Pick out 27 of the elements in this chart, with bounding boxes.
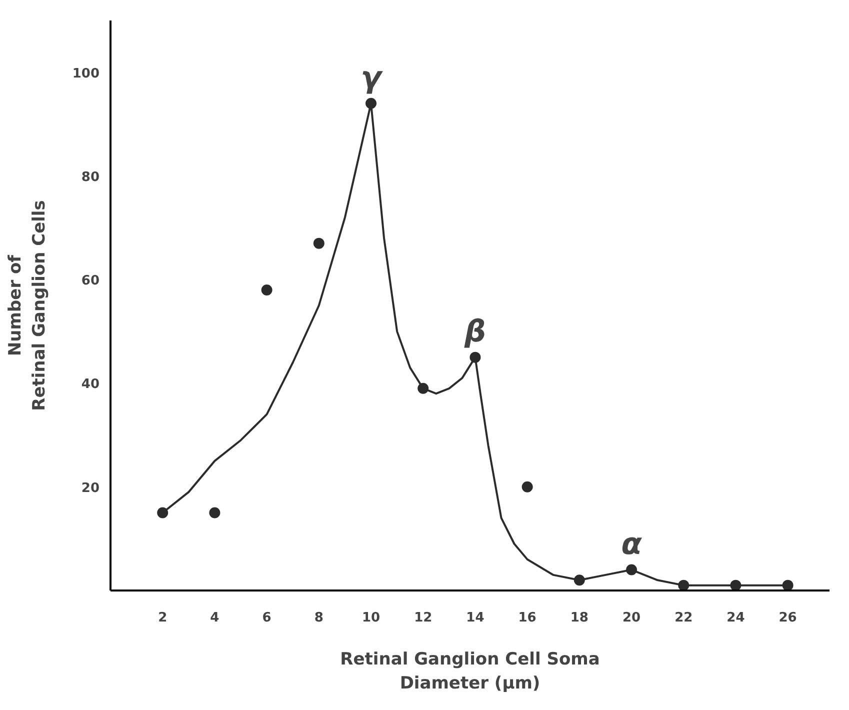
point (209, 507, 220, 518)
x-tick-label: 26 (778, 610, 797, 626)
y-tick-label: 80 (81, 170, 100, 185)
annotation: γ (360, 60, 384, 96)
x-tick-label: 20 (622, 610, 641, 626)
x-tick-label: 18 (570, 610, 588, 626)
x-tick-label: 8 (314, 610, 324, 626)
x-tick-label: 24 (726, 610, 745, 626)
point (522, 481, 533, 492)
annotation: β (463, 314, 486, 350)
x-tick-label: 10 (362, 610, 380, 626)
y-axis-title: Number of Retinal Ganglion Cells (5, 200, 50, 411)
y-tick-label: 20 (81, 480, 100, 496)
y-tick-label: 40 (81, 377, 100, 392)
x-tick-label: 4 (210, 610, 220, 626)
point (313, 238, 324, 249)
point (261, 284, 272, 296)
y-tick-label: 60 (81, 274, 100, 289)
x-tick-label: 6 (262, 610, 272, 626)
x-axis-title: Retinal Ganglion Cell Soma Diameter (μm) (340, 650, 600, 694)
x-tick-label: 14 (466, 610, 484, 626)
x-tick-label: 22 (674, 610, 693, 626)
x-tick-label: 2 (158, 610, 168, 626)
x-tick-label: 12 (414, 610, 432, 626)
y-tick-label: 100 (72, 66, 100, 82)
x-tick-label: 16 (518, 610, 536, 626)
annotation: α (621, 526, 642, 562)
